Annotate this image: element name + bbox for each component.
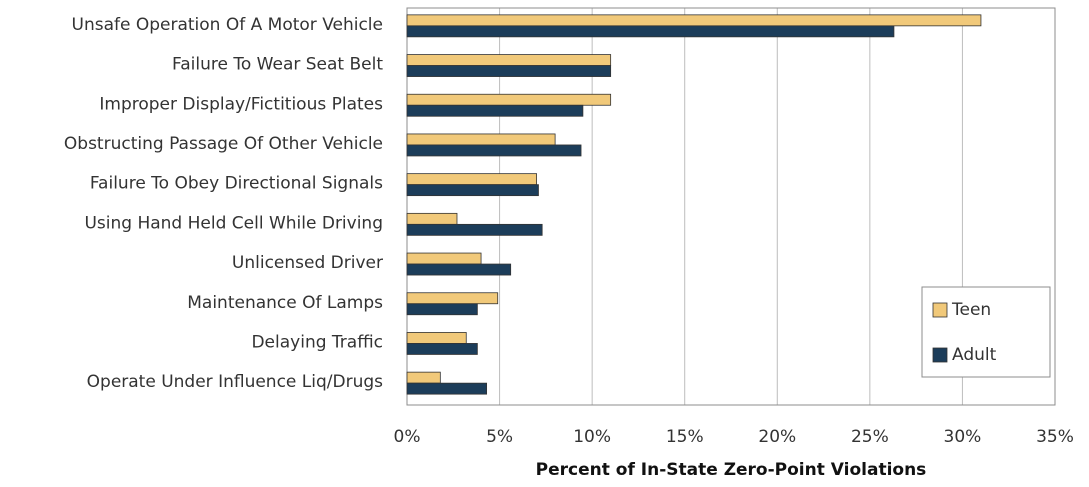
- bar: [406, 263, 512, 276]
- bar: [406, 382, 488, 395]
- y-tick-label: Unsafe Operation Of A Motor Vehicle: [72, 15, 383, 35]
- legend-swatch: [932, 302, 948, 318]
- y-tick-label: Delaying Traffic: [251, 332, 383, 352]
- bar: [406, 173, 538, 186]
- bar: [406, 343, 478, 355]
- bar: [406, 104, 584, 117]
- y-tick-label: Operate Under Influence Liq/Drugs: [87, 372, 383, 392]
- x-tick-label: 10%: [573, 427, 611, 447]
- x-tick-label: 0%: [394, 427, 421, 447]
- bar: [406, 93, 612, 106]
- plot-border: [406, 7, 1056, 406]
- x-tick-label: 30%: [944, 427, 982, 447]
- bar: [406, 65, 612, 77]
- bar: [406, 332, 467, 344]
- legend-label: Teen: [951, 300, 991, 320]
- bar: [406, 252, 482, 265]
- y-tick-label: Obstructing Passage Of Other Vehicle: [64, 134, 383, 154]
- x-tick-label: 35%: [1036, 427, 1074, 447]
- x-axis-title: Percent of In-State Zero-Point Violation…: [536, 460, 927, 480]
- bar: [406, 371, 441, 384]
- bar: [406, 54, 612, 66]
- x-tick-label: 25%: [851, 427, 889, 447]
- y-tick-label: Using Hand Held Cell While Driving: [84, 213, 383, 233]
- legend-label: Adult: [952, 345, 997, 365]
- bar: [406, 14, 982, 27]
- bar: [406, 144, 582, 157]
- y-tick-label: Unlicensed Driver: [232, 253, 383, 273]
- legend-swatch: [932, 347, 948, 363]
- y-tick-label: Improper Display/Fictitious Plates: [99, 94, 383, 114]
- x-tick-label: 5%: [486, 427, 513, 447]
- bar: [406, 184, 539, 197]
- y-tick-label: Failure To Wear Seat Belt: [172, 55, 383, 75]
- bar: [406, 133, 556, 146]
- y-tick-label: Maintenance Of Lamps: [187, 293, 383, 313]
- y-tick-label: Failure To Obey Directional Signals: [90, 174, 383, 194]
- bar: [406, 292, 499, 305]
- bar: [406, 303, 478, 316]
- x-tick-label: 20%: [758, 427, 796, 447]
- bar: [406, 212, 458, 225]
- bar: [406, 223, 543, 236]
- x-tick-label: 15%: [666, 427, 704, 447]
- bar: [406, 25, 895, 38]
